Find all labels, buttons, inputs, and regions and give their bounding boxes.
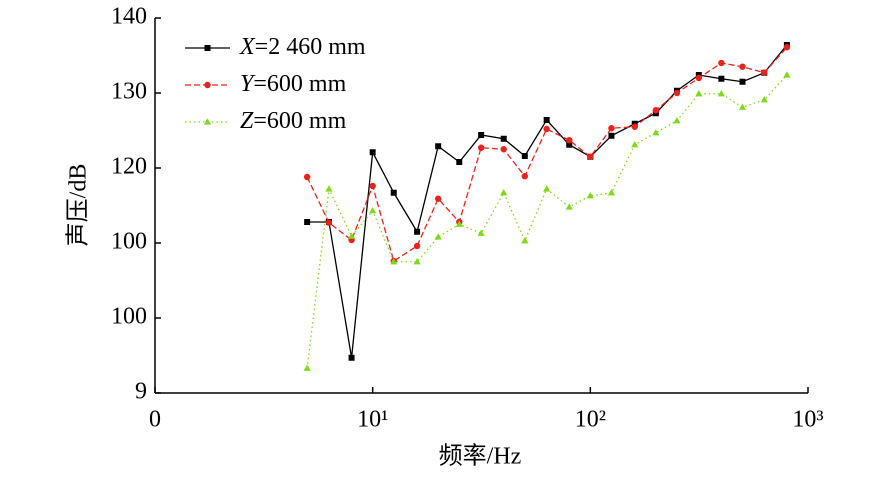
point [783,71,791,78]
x-axis-label: 频率/Hz [439,443,522,470]
y-tick-label: 140 [111,4,147,30]
point [673,116,681,124]
y-axis-label: 声压/dB [65,164,92,247]
point [739,78,746,85]
y-tick-label: 130 [111,79,147,105]
point [543,185,551,192]
legend-label: Y=600 mm [240,71,347,97]
point [413,257,421,265]
point [739,63,746,70]
point [695,89,703,97]
point [521,153,528,159]
x-tick-label: 0 [149,407,161,433]
series-line [306,74,788,369]
point [587,153,594,160]
point [543,125,550,133]
point [717,89,725,97]
point [521,173,529,180]
point [565,203,573,210]
point [455,220,463,227]
point [348,354,355,361]
y-tick-label: 100 [111,304,147,330]
point [695,74,702,82]
point [500,146,507,153]
point [500,188,508,196]
point [631,140,639,148]
point [760,95,768,103]
point [607,188,616,196]
point [478,132,485,138]
point [652,128,660,136]
point [738,103,747,110]
point [783,44,791,51]
point [500,135,507,142]
legend-marker [204,45,211,51]
point [434,195,442,202]
point [413,242,421,250]
legend-marker [204,81,211,89]
point [369,149,376,156]
point [390,257,398,265]
y-tick-label: 9 [135,379,147,405]
point [325,185,333,192]
series-line [307,44,788,358]
point [608,125,615,132]
point [477,144,485,151]
point [303,173,311,181]
x-tick-label: 10² [575,407,606,433]
point [521,236,529,244]
point [369,206,377,214]
point [608,132,615,139]
point [586,191,594,199]
point [304,219,311,225]
point [566,141,573,148]
point [652,107,660,114]
point [390,189,397,196]
point [761,69,768,76]
point [566,137,573,144]
point [434,233,442,240]
point [673,89,681,97]
point [414,228,421,235]
legend-label: X=2 460 mm [239,34,366,60]
point [477,229,485,236]
x-tick-label: 10³ [792,407,823,433]
series-line [306,46,788,263]
y-tick-label: 100 [111,229,147,255]
y-tick-label: 120 [111,154,147,180]
point [718,59,725,67]
point [347,232,356,239]
legend-marker [203,118,212,125]
legend-label: Z=600 mm [240,108,347,134]
point [303,364,311,371]
point [369,182,376,190]
point [543,117,550,123]
x-tick-label: 10¹ [357,407,388,433]
point [325,219,333,226]
point [456,159,463,165]
point [631,123,638,130]
point [435,143,442,150]
point [718,75,725,82]
